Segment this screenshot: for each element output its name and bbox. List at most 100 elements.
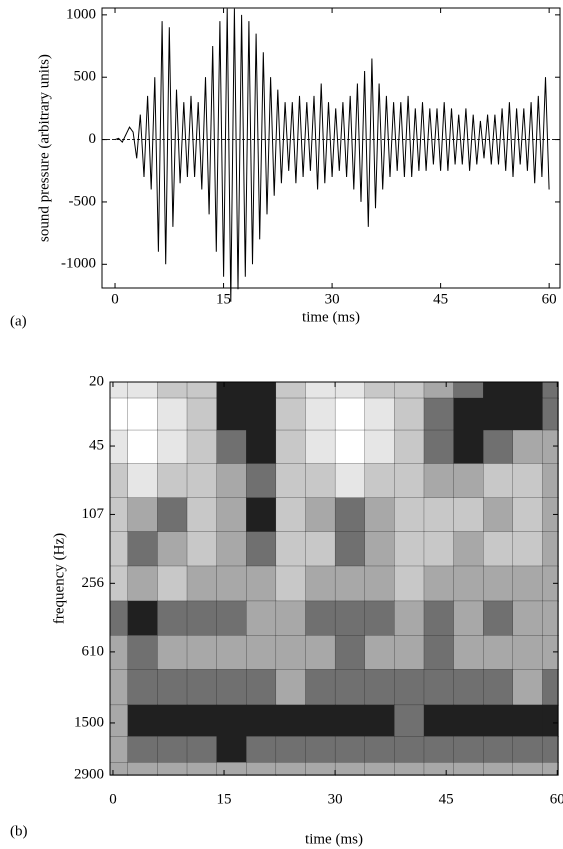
contour-cell [157, 736, 188, 763]
y-tick-label: 107 [82, 506, 105, 522]
contour-cell [275, 531, 307, 567]
contour-cell [305, 669, 336, 706]
contour-cell [512, 497, 544, 533]
contour-cell [275, 704, 307, 737]
contour-cell [483, 463, 514, 499]
contour-cell [364, 669, 396, 706]
x-axis-label: time (ms) [302, 309, 360, 325]
contour-cell [246, 463, 277, 499]
contour-cell [305, 762, 336, 776]
contour-cell [423, 397, 455, 431]
contour-cell [453, 669, 484, 706]
contour-cell [364, 531, 396, 567]
x-tick-label: 15 [216, 291, 231, 307]
contour-cell [423, 736, 455, 763]
contour-cell [334, 397, 366, 431]
contour-cell [216, 381, 247, 399]
x-tick-label: 0 [111, 291, 119, 307]
contour-cell [453, 429, 484, 465]
contour-cell [246, 531, 277, 567]
y-tick-label: 1500 [74, 714, 104, 730]
contour-cell [364, 565, 396, 602]
contour-cell [483, 762, 514, 776]
contour-cell [127, 565, 159, 602]
contour-cell [483, 381, 514, 399]
x-tick-label: 30 [325, 291, 340, 307]
contour-cell [109, 669, 129, 706]
contour-cell [127, 600, 159, 636]
contour-cell [542, 381, 559, 399]
contour-cell [275, 669, 307, 706]
contour-cell [157, 762, 188, 776]
contour-cell [453, 635, 484, 671]
contour-cell [186, 600, 218, 636]
contour-cell [186, 736, 218, 763]
contour-cell [305, 397, 336, 431]
contour-cell [423, 669, 455, 706]
contour-cell [109, 600, 129, 636]
contour-cell [275, 497, 307, 533]
contour-cell [394, 429, 425, 465]
contour-cell [305, 736, 336, 763]
contour-cell [305, 531, 336, 567]
contour-cell [483, 497, 514, 533]
contour-cell [275, 635, 307, 671]
contour-cell [334, 704, 366, 737]
contour-cell [246, 565, 277, 602]
y-tick-label: -500 [69, 193, 97, 209]
contour-cell [334, 600, 366, 636]
contour-cell [216, 669, 247, 706]
contour-cell [109, 531, 129, 567]
x-tick-label: 30 [328, 791, 343, 807]
contour-cell [394, 397, 425, 431]
contour-cell [364, 429, 396, 465]
contour-cell [512, 531, 544, 567]
contour-cell [127, 531, 159, 567]
panel-label: (b) [10, 823, 28, 839]
contour-cell [216, 704, 247, 737]
contour-cell [483, 531, 514, 567]
contour-cell [305, 463, 336, 499]
contour-cell [157, 600, 188, 636]
x-tick-label: 15 [217, 791, 232, 807]
contour-cell [186, 429, 218, 465]
contour-cell [246, 736, 277, 763]
contour-cell [275, 463, 307, 499]
contour-cell [512, 600, 544, 636]
waveform [114, 8, 550, 302]
contour-cell [453, 497, 484, 533]
contour-cell [453, 600, 484, 636]
contour-cell [512, 736, 544, 763]
contour-cell [127, 704, 159, 737]
contour-cell [157, 565, 188, 602]
contour-cell [186, 669, 218, 706]
contour-cell [423, 429, 455, 465]
contour-cell [109, 463, 129, 499]
contour-cell [334, 531, 366, 567]
contour-cell [127, 381, 159, 399]
contour-cell [512, 704, 544, 737]
contour-cell [453, 736, 484, 763]
contour-cell [157, 463, 188, 499]
contour-cell [453, 531, 484, 567]
contour-cell [542, 762, 559, 776]
contour-cell [334, 635, 366, 671]
contour-cell [542, 669, 559, 706]
contour-cell [334, 381, 366, 399]
contour-cell [334, 429, 366, 465]
contour-cell [157, 669, 188, 706]
y-tick-label: 610 [82, 643, 105, 659]
contour-cell [246, 497, 277, 533]
contour-cell [542, 531, 559, 567]
contour-cell [216, 565, 247, 602]
contour-cell [246, 429, 277, 465]
contour-cell [394, 381, 425, 399]
contour-cell [512, 463, 544, 499]
contour-cell [186, 704, 218, 737]
contour-cell [394, 497, 425, 533]
contour-cell [275, 762, 307, 776]
contour-cell [423, 704, 455, 737]
contour-cell [334, 565, 366, 602]
contour-cell [364, 381, 396, 399]
